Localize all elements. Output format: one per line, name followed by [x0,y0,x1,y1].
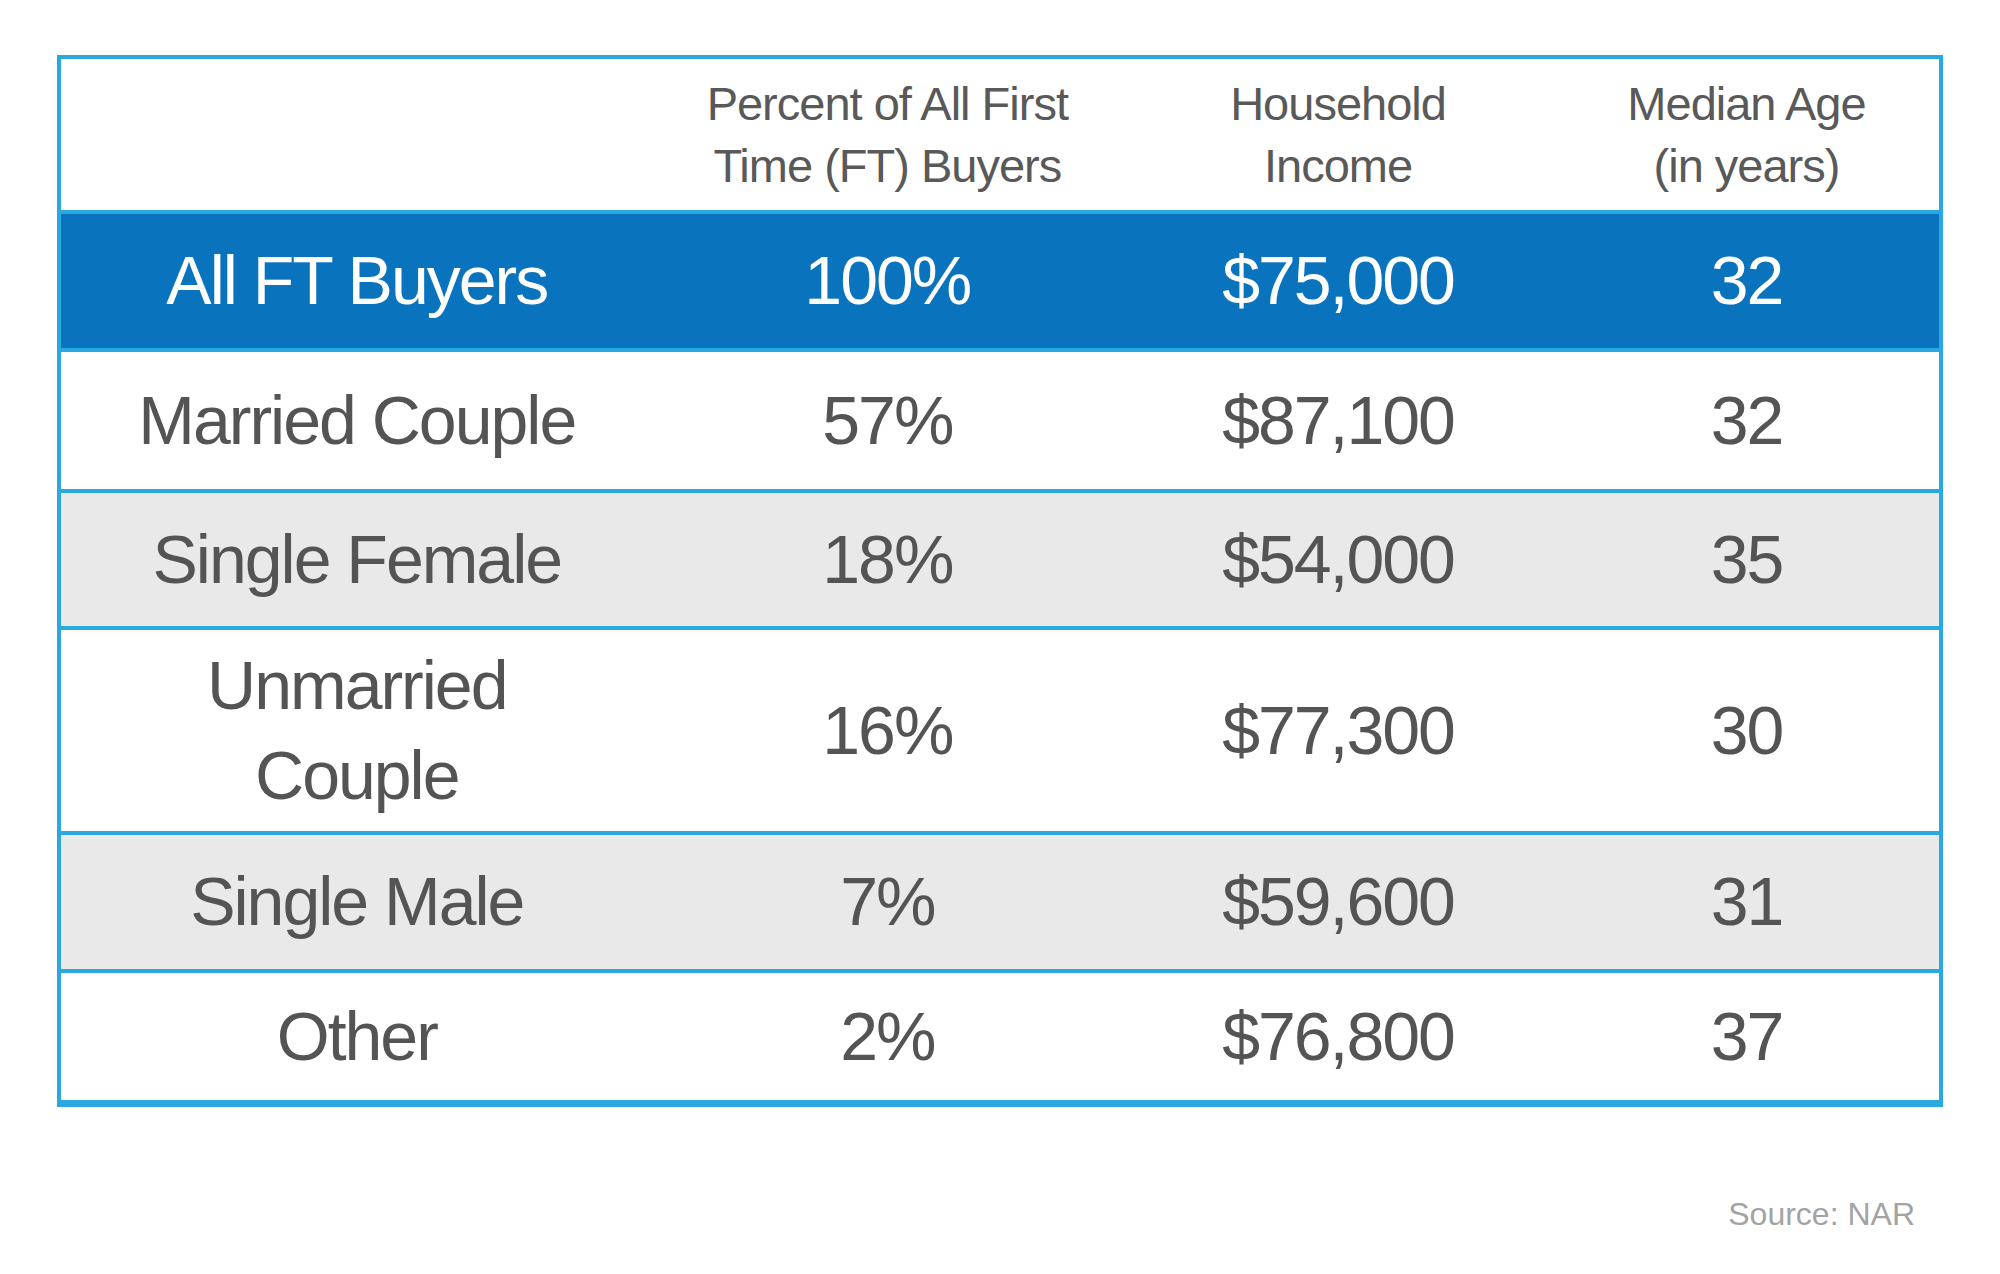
row-label: Other [277,992,437,1082]
row-label-cell: Married Couple [61,352,653,489]
table-row-single-female: Single Female 18% $54,000 35 [61,489,1939,626]
header-cell-blank [61,59,653,210]
percent-cell: 57% [653,352,1123,489]
row-label-cell: Single Female [61,493,653,626]
table-row-married-couple: Married Couple 57% $87,100 32 [61,348,1939,489]
income-cell: $77,300 [1122,630,1554,831]
header-cell-age: Median Age (in years) [1554,59,1939,210]
first-time-buyers-table: Percent of All First Time (FT) Buyers Ho… [57,55,1943,1107]
age-cell: 35 [1554,493,1939,626]
row-label-cell: Unmarried Couple [61,630,653,831]
header-percent-label: Percent of All First Time (FT) Buyers [655,73,1120,195]
row-label: All FT Buyers [166,236,547,326]
income-cell: $75,000 [1122,214,1554,348]
income-cell: $54,000 [1122,493,1554,626]
row-label: Unmarried Couple [107,641,607,821]
page: Percent of All First Time (FT) Buyers Ho… [0,0,2000,1274]
row-label-cell: All FT Buyers [61,214,653,348]
table-row-other: Other 2% $76,800 37 [61,969,1939,1100]
header-cell-income: Household Income [1122,59,1554,210]
table-row-unmarried-couple: Unmarried Couple 16% $77,300 30 [61,626,1939,831]
age-cell: 32 [1554,214,1939,348]
income-cell: $87,100 [1122,352,1554,489]
income-cell: $76,800 [1122,973,1554,1100]
header-cell-percent: Percent of All First Time (FT) Buyers [653,59,1123,210]
row-label: Married Couple [138,376,575,466]
row-label: Single Female [152,515,561,605]
table-row-single-male: Single Male 7% $59,600 31 [61,831,1939,969]
percent-cell: 18% [653,493,1123,626]
row-label: Single Male [190,857,523,947]
table-row-all-ft-buyers: All FT Buyers 100% $75,000 32 [61,210,1939,348]
row-label-cell: Other [61,973,653,1100]
percent-cell: 7% [653,835,1123,969]
age-cell: 37 [1554,973,1939,1100]
header-income-label: Household Income [1208,73,1468,195]
age-cell: 30 [1554,630,1939,831]
age-cell: 32 [1554,352,1939,489]
source-attribution: Source: NAR [1728,1196,1915,1233]
row-label-cell: Single Male [61,835,653,969]
percent-cell: 16% [653,630,1123,831]
table-header-row: Percent of All First Time (FT) Buyers Ho… [61,59,1939,210]
income-cell: $59,600 [1122,835,1554,969]
percent-cell: 100% [653,214,1123,348]
header-age-label: Median Age (in years) [1601,73,1891,195]
age-cell: 31 [1554,835,1939,969]
percent-cell: 2% [653,973,1123,1100]
